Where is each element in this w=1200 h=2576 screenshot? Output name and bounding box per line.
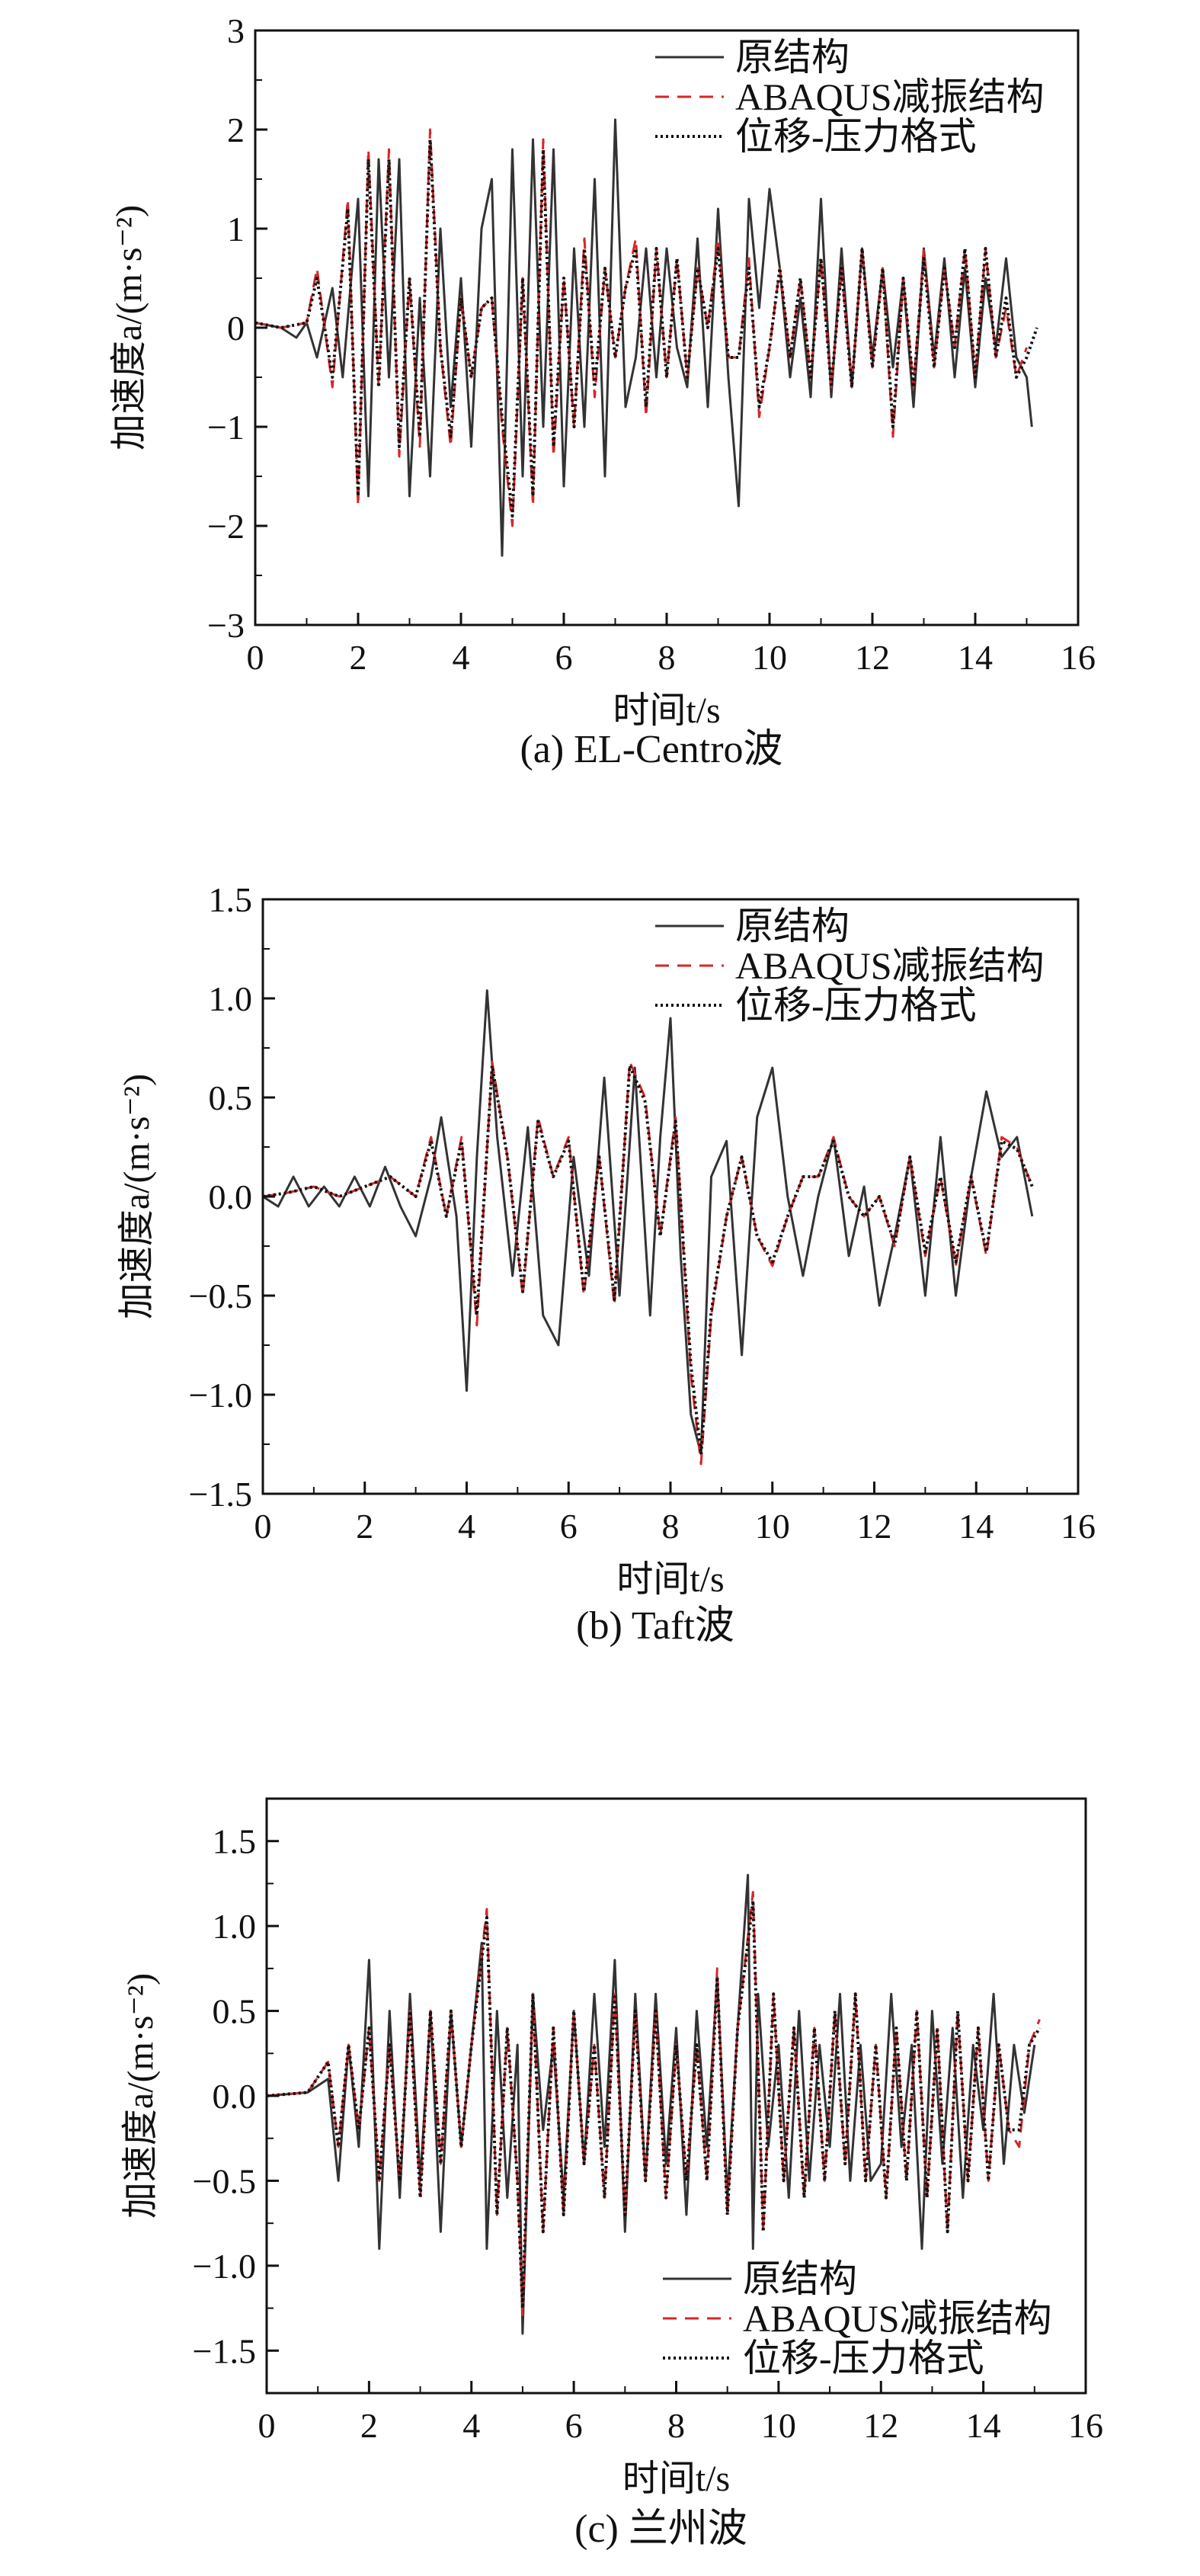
y-tick-label: −1.5 [193,2331,256,2370]
y-tick-label: 0.5 [213,1992,257,2031]
chart-caption: (a) EL-Centro波 [520,728,782,771]
legend-label-2: ABAQUS减振结构 [743,2297,1052,2340]
y-tick-label: 1.0 [209,979,253,1018]
y-tick-label: 1.0 [213,1907,257,1946]
legend-label-1: 原结构 [743,2257,857,2300]
y-tick-label: 1.5 [209,880,253,919]
legend-label-1: 原结构 [735,905,850,947]
x-tick-label: 0 [254,1507,272,1546]
x-tick-label: 0 [258,2406,276,2445]
x-tick-label: 4 [462,2406,480,2445]
x-tick-label: 4 [458,1507,475,1546]
x-tick-label: 14 [958,638,993,677]
legend-label-1: 原结构 [735,36,850,78]
series-line-2 [267,1891,1041,2318]
y-tick-label: 2 [227,111,245,149]
x-tick-label: 4 [453,638,470,677]
y-tick-label: −1.0 [189,1376,252,1415]
y-axis-label: 加速度a/(m·s⁻²) [109,205,149,450]
x-tick-label: 12 [857,1507,892,1546]
y-tick-label: 3 [227,11,245,50]
y-tick-label: −1 [207,408,245,447]
x-axis-label: 时间t/s [613,690,720,731]
legend-label-3: 位移-压力格式 [735,115,977,158]
x-tick-label: 2 [350,638,367,677]
legend-label-3: 位移-压力格式 [735,984,977,1027]
y-tick-label: −3 [207,606,245,645]
x-tick-label: 6 [555,638,573,677]
x-tick-label: 16 [1068,2406,1103,2445]
series-line-3 [263,1064,1034,1456]
y-tick-label: 1.5 [213,1822,257,1861]
y-tick-label: 0 [227,309,245,348]
x-tick-label: 2 [360,2406,378,2445]
x-tick-label: 10 [752,638,787,677]
x-tick-label: 6 [565,2406,583,2445]
x-tick-label: 6 [560,1507,578,1546]
y-axis-label: 加速度a/(m·s⁻²) [117,1074,157,1319]
y-tick-label: −1.5 [189,1475,252,1514]
chart-caption: (c) 兰州波 [574,2507,747,2551]
series-line-3 [267,1898,1042,2310]
y-tick-label: −0.5 [193,2161,256,2200]
chart-panel-1: 0 2 4 6 8 10 12 14 16−3−2−10123时间t/s加速度a/(m·s⁻²)… [109,11,1096,771]
y-tick-label: −1.0 [193,2247,256,2286]
x-tick-label: 16 [1061,1507,1096,1546]
x-tick-label: 14 [966,2406,1001,2445]
x-tick-label: 8 [667,2406,685,2445]
y-tick-label: 0.0 [209,1177,253,1216]
y-tick-label: 0.5 [209,1078,253,1117]
chart-caption: (b) Taft波 [576,1604,734,1648]
x-axis-label: 时间t/s [616,1559,724,1600]
x-tick-label: 0 [247,638,264,677]
x-tick-label: 16 [1061,638,1096,677]
x-tick-label: 8 [658,638,676,677]
legend-label-2: ABAQUS减振结构 [735,944,1045,987]
x-tick-label: 10 [761,2406,796,2445]
legend-label-2: ABAQUS减振结构 [735,75,1045,118]
y-tick-label: −0.5 [189,1277,252,1315]
x-tick-label: 10 [755,1507,790,1546]
y-tick-label: 0.0 [213,2077,257,2116]
x-axis-label: 时间t/s [622,2459,730,2499]
x-tick-label: 12 [863,2406,898,2445]
x-tick-label: 12 [855,638,890,677]
x-tick-label: 14 [958,1507,994,1546]
series-line-1 [263,989,1034,1456]
y-axis-label: 加速度a/(m·s⁻²) [120,1973,161,2219]
legend-label-3: 位移-压力格式 [743,2337,984,2379]
chart-panel-2: 0 2 4 6 8 10 12 14 16 −1.5 −1.0 −0.5 0.0 0.5 1.0 1.5 时间t… [117,880,1096,1648]
series-line-2 [263,1060,1034,1466]
y-tick-label: −2 [207,507,245,546]
series-line-1 [255,118,1033,557]
x-tick-label: 2 [356,1507,373,1546]
y-tick-label: 1 [227,210,245,248]
x-tick-label: 8 [662,1507,680,1546]
chart-panel-3: 0 2 4 6 8 10 12 14 16 −1.5 −1.0 −0.5 0.0 0.5 1.0 1.5 时间t… [120,1797,1103,2551]
series-line-1 [267,1873,1036,2335]
series-line-2 [255,128,1028,527]
